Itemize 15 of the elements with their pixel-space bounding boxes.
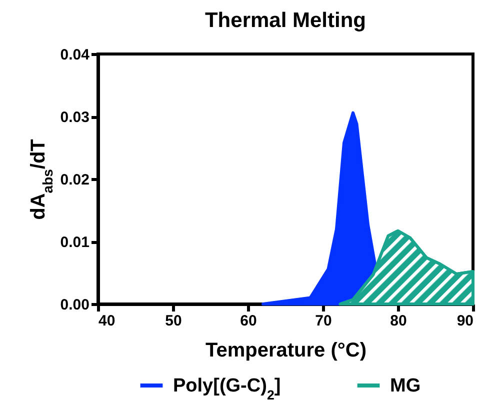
y-tick-label: 0.03 bbox=[60, 109, 90, 126]
x-tick-label: 80 bbox=[390, 312, 407, 330]
y-tick-label: 0.01 bbox=[60, 234, 90, 251]
y-tick-label: 0.04 bbox=[60, 46, 90, 64]
x-tick-label: 50 bbox=[165, 312, 182, 330]
y-tick-label: 0.00 bbox=[60, 296, 90, 314]
x-tick-label: 70 bbox=[315, 312, 332, 330]
y-tick-label: 0.02 bbox=[60, 172, 90, 188]
x-tick-label: 90 bbox=[456, 312, 474, 330]
legend-label: MG bbox=[390, 376, 421, 396]
x-tick-label: 60 bbox=[240, 312, 257, 330]
x-axis-title: Temperature (°C) bbox=[206, 340, 366, 362]
chart-title: Thermal Melting bbox=[204, 9, 366, 32]
legend-label: Poly[(G-C)$_{2}$] bbox=[173, 376, 281, 402]
x-tick-label: 40 bbox=[98, 312, 116, 330]
